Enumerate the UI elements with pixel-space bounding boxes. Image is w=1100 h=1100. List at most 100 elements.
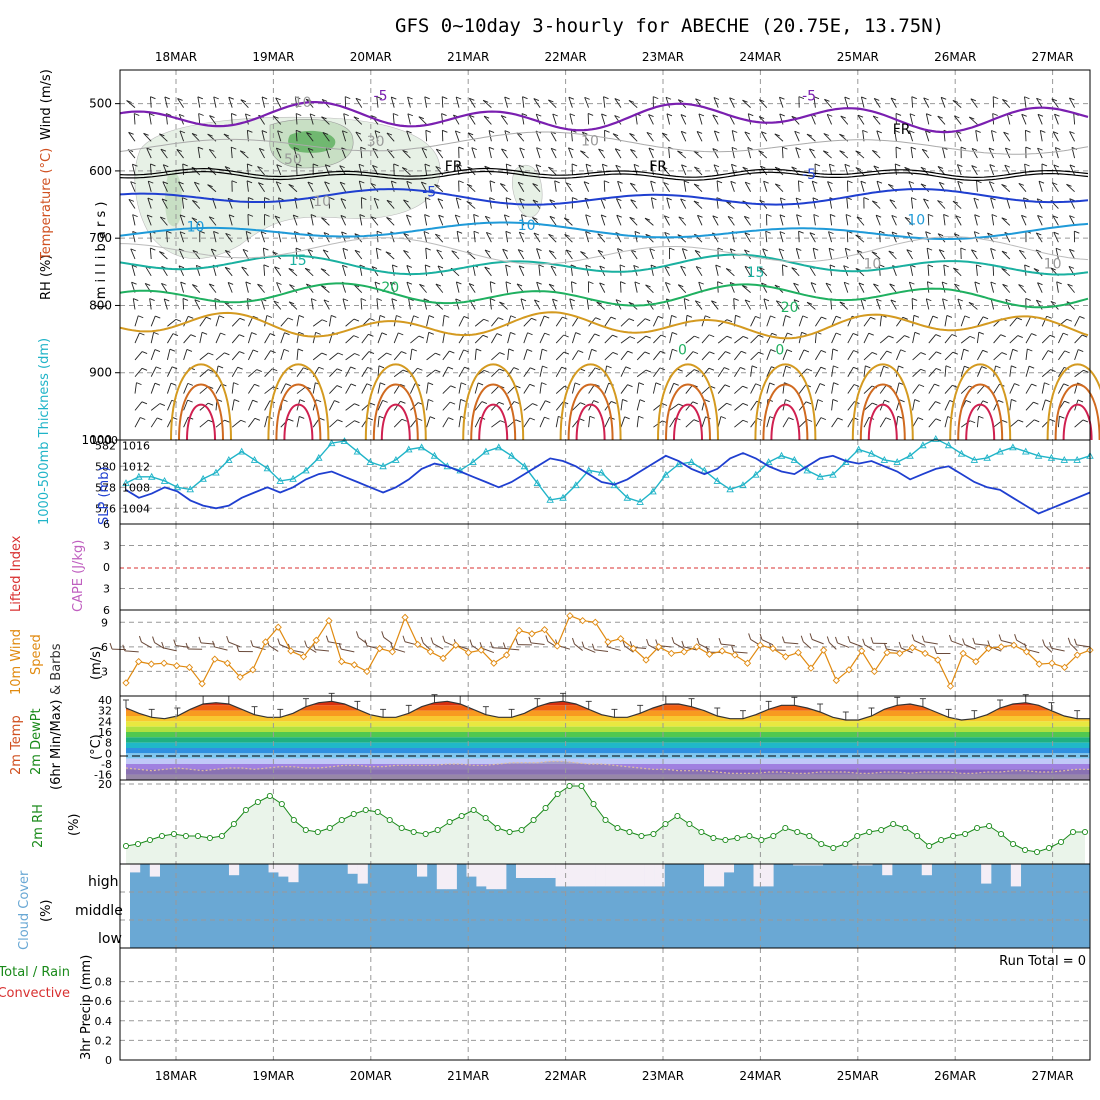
- cloud-gap: [555, 864, 566, 887]
- thickness-point: [1047, 453, 1056, 461]
- cloud-gap: [634, 864, 645, 887]
- rh-point: [710, 834, 717, 842]
- wind-speed-point: [261, 638, 270, 646]
- date-label-bottom: 18MAR: [155, 1069, 197, 1083]
- rh-point: [566, 782, 573, 790]
- thickness-point: [970, 456, 979, 463]
- rh-point: [734, 834, 741, 842]
- date-label-top: 26MAR: [934, 50, 976, 64]
- rh-point: [326, 824, 333, 832]
- wind-speed-point: [896, 649, 904, 658]
- wind-speed-point: [743, 659, 752, 667]
- contour-label: 10: [187, 219, 205, 235]
- temp-tick-label: 40: [98, 694, 112, 707]
- thickness-point: [340, 437, 349, 444]
- temperature-lobe: [559, 363, 622, 441]
- thickness-point: [713, 477, 722, 484]
- wind-speed-point: [173, 662, 181, 670]
- wind-speed-point: [502, 651, 511, 659]
- wind-speed-point: [553, 642, 561, 650]
- cape-ylabel: CAPE (J/kg): [71, 540, 86, 612]
- precip-tick-label: 0.6: [95, 995, 113, 1008]
- cloud-gap: [624, 864, 636, 887]
- rh-point: [650, 830, 657, 838]
- dewpoint-area: [126, 761, 1090, 780]
- temp-color-band: [126, 742, 1090, 748]
- wind-speed-point: [540, 626, 549, 634]
- rh-point: [1069, 828, 1077, 836]
- temperature-lobe: [275, 383, 322, 441]
- cloud-gap: [496, 864, 507, 890]
- wind-speed-point: [1022, 648, 1031, 656]
- wind-speed-point: [934, 656, 942, 664]
- wind-speed-point: [959, 649, 967, 658]
- date-label-bottom: 26MAR: [934, 1069, 976, 1083]
- chart-title: GFS 0~10day 3-hourly for ABECHE (20.75E,…: [395, 15, 944, 37]
- thickness-point: [880, 456, 889, 463]
- contour-label: 10: [313, 194, 331, 210]
- rh-point: [458, 812, 465, 820]
- temperature-lobe: [380, 403, 411, 441]
- thickness-point: [225, 456, 233, 463]
- contour-label: 10: [863, 256, 881, 272]
- wind-speed-point: [807, 664, 815, 672]
- thickness-point: [919, 441, 927, 449]
- run-total-text: Run Total = 0: [999, 954, 1086, 969]
- cloud-gap: [763, 864, 774, 887]
- lifted-index-tick-label: 0: [103, 561, 110, 574]
- rh-point: [1057, 838, 1065, 846]
- contour-line: [119, 167, 1089, 179]
- cloud-gap: [723, 864, 735, 873]
- upper-air-ylabel-pressure: ( m i l l i b a r s ): [94, 202, 109, 309]
- rh-point: [338, 816, 345, 824]
- temp-ylabel-line2: 2m DewPt: [29, 708, 44, 775]
- rh-point: [686, 820, 693, 828]
- thickness-point: [533, 479, 542, 486]
- rh-point: [662, 820, 669, 828]
- rh-point: [614, 824, 621, 832]
- temperature-lobe: [186, 403, 216, 441]
- rh-point: [350, 810, 357, 818]
- thickness-tick-label: 578: [95, 481, 116, 494]
- thickness-point: [520, 462, 529, 470]
- cloud-level-high: high: [88, 874, 119, 890]
- lifted-index-ylabel: Lifted Index: [9, 535, 24, 612]
- wind-speed-point: [756, 641, 764, 649]
- wind-speed-point: [972, 657, 980, 666]
- cloud-gap: [486, 864, 497, 890]
- thickness-point: [996, 447, 1004, 455]
- thickness-point: [1060, 456, 1069, 463]
- contour-label: 20: [381, 280, 399, 296]
- thickness-point: [777, 451, 786, 459]
- wind-speed-point: [388, 648, 397, 656]
- wind-speed-point: [667, 649, 676, 658]
- wind-ylabel-line3: & Barbs: [49, 643, 64, 695]
- thickness-point: [507, 451, 516, 459]
- rh-point: [938, 836, 945, 844]
- contour-label: FR: [445, 159, 463, 175]
- temp-color-band: [126, 748, 1090, 754]
- rh-point: [842, 840, 849, 848]
- slp-tick-label: 1004: [122, 502, 150, 515]
- cloud-gap: [595, 864, 606, 887]
- contour-label: 10: [1044, 256, 1062, 272]
- temp-line: [125, 700, 1090, 721]
- lifted-index-tick-label: 6: [103, 604, 110, 617]
- rh-point: [554, 790, 561, 798]
- temperature-lobe: [567, 383, 614, 441]
- contour-line: [119, 253, 1089, 276]
- contour-label: 0: [775, 343, 784, 359]
- thickness-point: [623, 493, 632, 501]
- thickness-point: [932, 435, 940, 442]
- thickness-point: [957, 449, 966, 457]
- rh-point: [806, 832, 813, 840]
- slp-tick-label: 1012: [122, 460, 150, 473]
- wind-speed-point: [376, 644, 384, 653]
- thickness-point: [327, 439, 336, 447]
- contour-label: -5: [422, 184, 436, 200]
- precip-ylabel-line2: Convective: [0, 986, 70, 1001]
- wind-speed-point: [185, 663, 194, 671]
- thickness-tick-label: 576: [95, 502, 116, 515]
- cloud-gap: [515, 864, 527, 878]
- rh-point: [1034, 848, 1041, 856]
